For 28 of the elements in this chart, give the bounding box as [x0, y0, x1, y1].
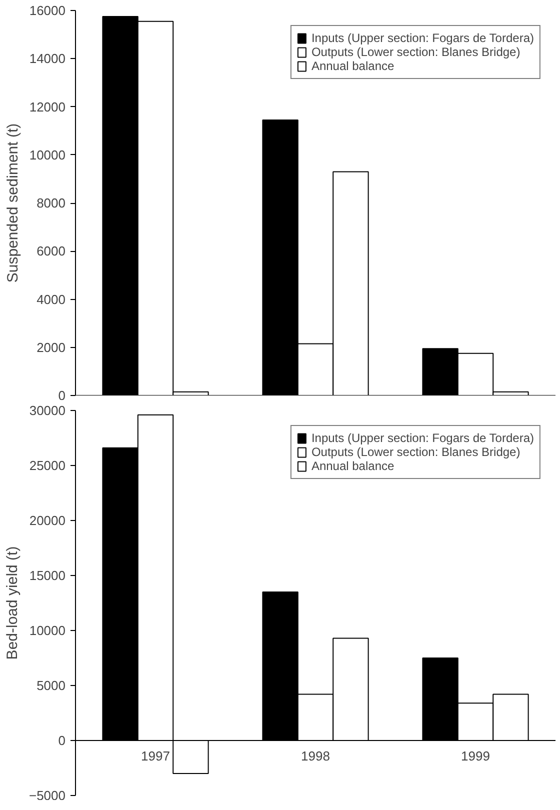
legend-label: Annual balance: [311, 459, 394, 473]
y-axis-title: Bed-load yield (t): [4, 546, 21, 660]
y-tick-label: 4000: [36, 292, 66, 307]
legend-label: Outputs (Lower section: Blanes Bridge): [311, 45, 520, 59]
y-tick-label: 0: [58, 388, 66, 403]
y-tick-label: 8000: [36, 196, 66, 210]
y-tick-label: 16000: [29, 3, 66, 18]
legend-label: Inputs (Upper section: Fogars de Tordera): [311, 431, 534, 445]
y-tick-label: 20000: [29, 513, 66, 528]
y-tick-label: 6000: [36, 244, 66, 259]
y-tick-label: 14000: [29, 51, 66, 66]
y-tick-label: 2000: [36, 340, 66, 355]
y-tick-label: 5000: [36, 678, 66, 693]
y-tick-label: 0: [58, 733, 66, 748]
y-tick-label: −5000: [28, 788, 66, 803]
x-tick-label: 1998: [301, 748, 330, 764]
x-tick-label: 1999: [461, 748, 490, 764]
y-tick-label: 10000: [29, 147, 66, 162]
y-tick-label: 10000: [29, 623, 66, 638]
y-tick-label: 25000: [29, 458, 66, 473]
x-tick-label: 1997: [141, 748, 170, 764]
y-tick-label: 30000: [29, 403, 66, 418]
y-axis-title: Suspended sediment (t): [4, 123, 22, 283]
legend-label: Annual balance: [311, 59, 394, 73]
legend-label: Inputs (Upper section: Fogars de Tordera): [311, 31, 534, 45]
legend-label: Outputs (Lower section: Blanes Bridge): [311, 445, 520, 459]
y-tick-label: 12000: [29, 99, 66, 114]
y-tick-label: 15000: [29, 568, 66, 583]
